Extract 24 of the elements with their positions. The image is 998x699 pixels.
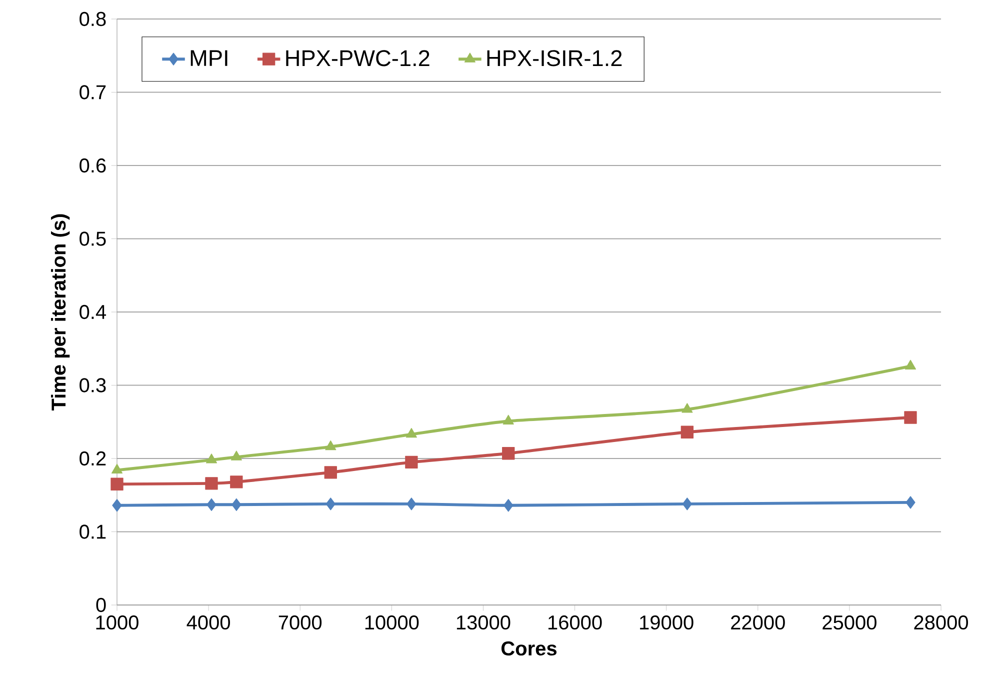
- x-tick-label: 13000: [456, 615, 510, 630]
- x-axis-title: Cores: [501, 641, 557, 656]
- x-tick-label: 28000: [914, 615, 968, 630]
- y-tick-label: 0: [96, 598, 106, 612]
- y-tick-label: 0.3: [80, 378, 106, 392]
- y-tick-label: 0.8: [80, 12, 106, 26]
- y-tick-label: 0.6: [80, 158, 106, 173]
- x-tick-label: 19000: [640, 615, 694, 630]
- x-tick-label: 1000: [96, 615, 138, 630]
- x-tick-label: 25000: [822, 615, 876, 630]
- legend-label: HPX-PWC-1.2: [286, 50, 430, 66]
- y-tick-label: 0.2: [80, 451, 106, 466]
- y-tick-label: 0.5: [80, 232, 106, 246]
- x-tick-label: 4000: [186, 615, 230, 630]
- legend-label: MPI: [190, 50, 228, 66]
- y-tick-label: 0.4: [80, 304, 106, 320]
- legend-label: HPX-ISIR-1.2: [487, 50, 622, 66]
- x-tick-label: 22000: [731, 615, 785, 630]
- x-tick-label: 16000: [548, 615, 602, 630]
- y-axis-title: Time per iteration (s): [51, 214, 70, 410]
- y-tick-label: 0.1: [80, 524, 106, 539]
- x-tick-label: 10000: [365, 615, 419, 630]
- x-tick-label: 7000: [278, 615, 322, 630]
- y-tick-label: 0.7: [80, 85, 106, 100]
